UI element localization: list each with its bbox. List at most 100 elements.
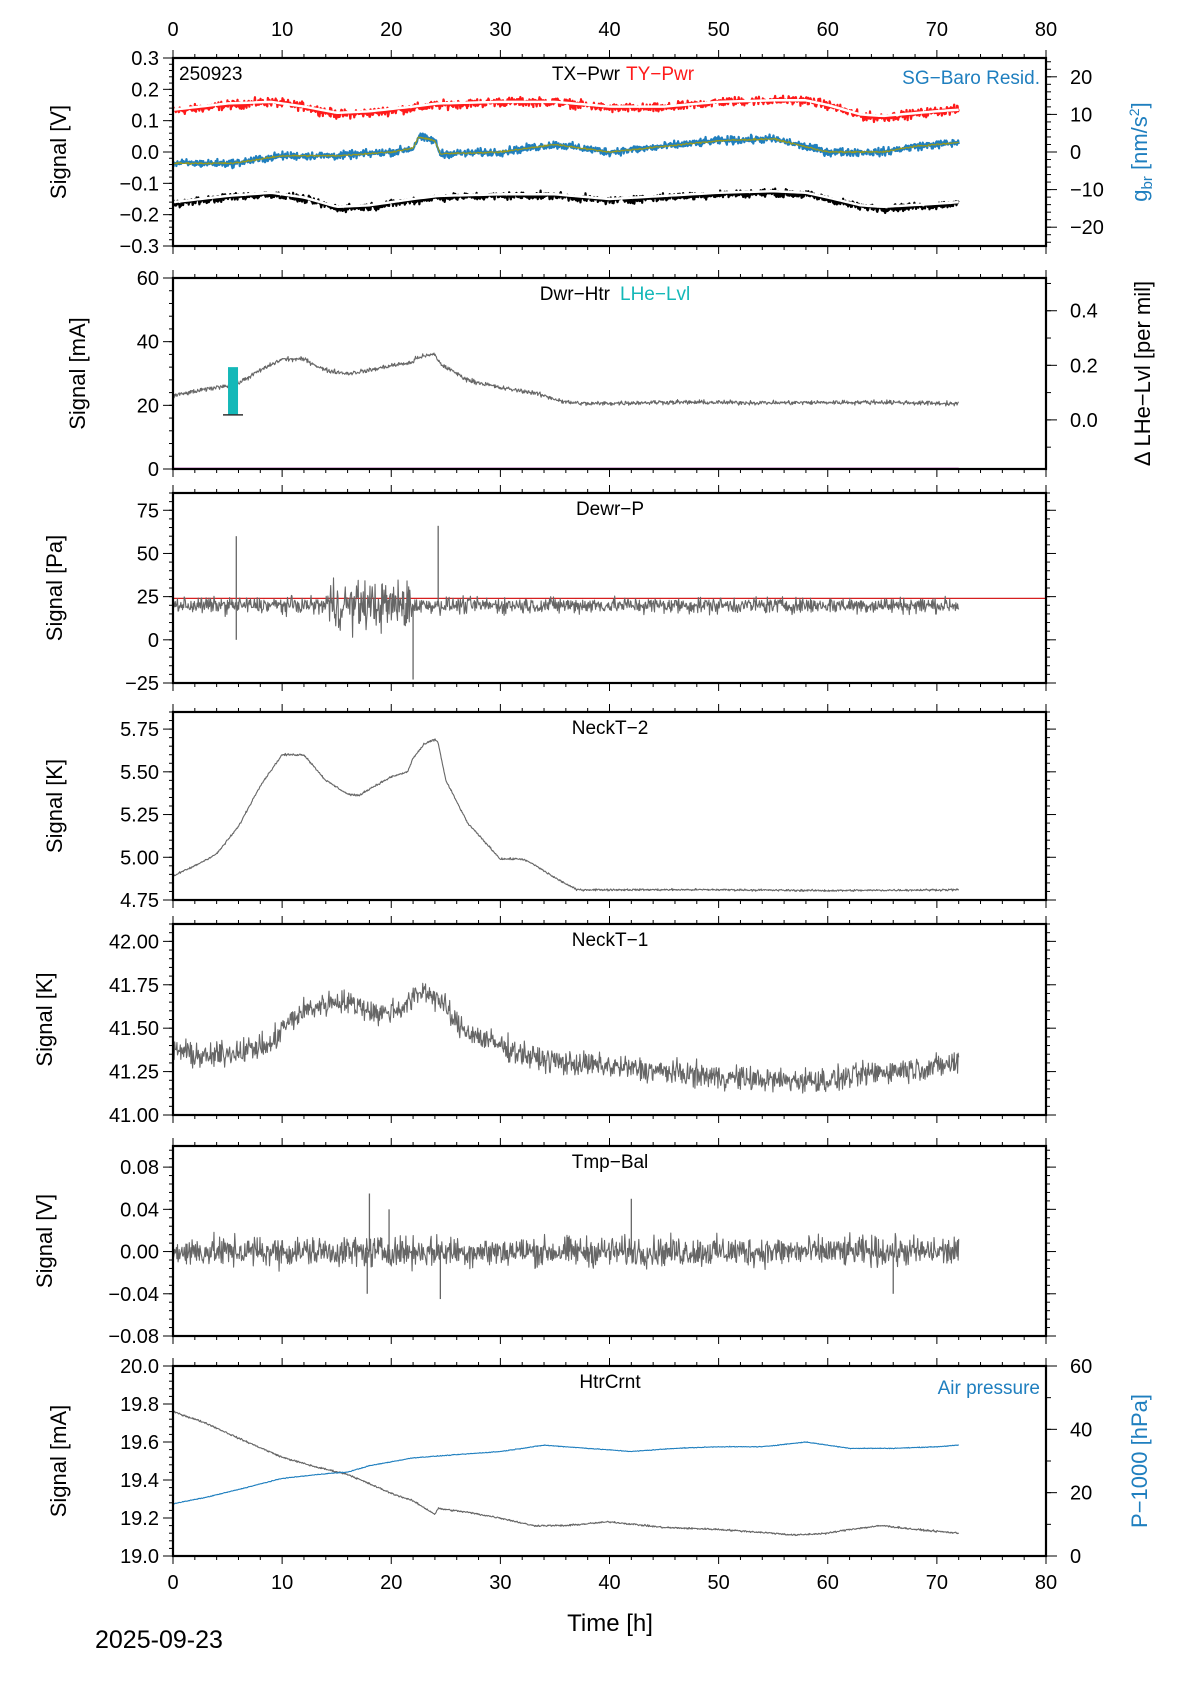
y-axis-label: Signal [V] — [46, 105, 71, 199]
x-tick-label-top: 50 — [708, 19, 730, 41]
y-right-tick-label: 10 — [1070, 104, 1092, 126]
y-tick-label: 0 — [148, 630, 159, 652]
plot-area — [173, 352, 959, 469]
legend-dwr-htr: Dwr−Htr — [540, 284, 611, 305]
y-tick-label: 0.04 — [120, 1199, 159, 1221]
y-tick-label: 50 — [137, 543, 159, 565]
plot-frame — [171, 922, 1048, 1117]
y-tick-label: 41.50 — [109, 1018, 159, 1040]
y-tick-label: 19.0 — [120, 1546, 159, 1568]
series-dewr-p — [173, 577, 960, 638]
y-right-tick-label: 0 — [1070, 1546, 1081, 1568]
series-sg-baro-resid- — [173, 132, 960, 170]
legend-lhe-lvl: LHe−Lvl — [620, 284, 690, 305]
y-tick-label: 40 — [137, 332, 159, 354]
x-tick-label: 30 — [489, 1572, 511, 1594]
plot-area — [173, 525, 1046, 680]
y-tick-label: 0.0 — [131, 142, 159, 164]
plot-frame — [171, 276, 1048, 471]
x-tick-label: 60 — [817, 1572, 839, 1594]
panel-p3: 75 50 25 0 −25 Signal [Pa] Dewr−P — [42, 485, 1056, 695]
y-tick-label: 19.2 — [120, 1508, 159, 1530]
x-tick-label-top: 80 — [1035, 19, 1057, 41]
y-right-tick-label: 20 — [1070, 67, 1092, 89]
y-tick-label: 75 — [137, 500, 159, 522]
y-tick-label: −25 — [125, 673, 159, 695]
series-neckt-2 — [173, 738, 960, 893]
y-tick-label: 19.6 — [120, 1432, 159, 1454]
x-tick-label: 0 — [167, 1572, 178, 1594]
y-tick-label: −0.1 — [120, 173, 159, 195]
legend-ty-pwr: TY−Pwr — [626, 64, 695, 85]
panel-p1: 0.3 0.2 0.1 0.0 −0.1 −0.2 −0.3 20 10 0 −10 −20 Signa… — [46, 19, 1156, 258]
y-right-axis-label: Δ LHe−Lvl [per mil] — [1130, 281, 1155, 466]
y-axis-label: Signal [mA] — [65, 317, 90, 430]
y-right-tick-label: 0.0 — [1070, 410, 1098, 432]
y-tick-label: 5.75 — [120, 719, 159, 741]
legend-htrcrnt: HtrCrnt — [579, 1372, 641, 1393]
x-tick-label: 40 — [598, 1572, 620, 1594]
y-tick-label: 0.3 — [131, 48, 159, 70]
x-tick-label-top: 0 — [167, 19, 178, 41]
x-tick-label-top: 20 — [380, 19, 402, 41]
y-tick-label: −0.2 — [120, 205, 159, 227]
y-right-tick-label: 0.2 — [1070, 355, 1098, 377]
series-dwr-htr — [173, 352, 959, 407]
panel-title: NeckT−2 — [572, 718, 649, 739]
y-tick-label: 20 — [137, 395, 159, 417]
series-air-pressure — [173, 1441, 960, 1505]
y-axis-label: Signal [K] — [32, 972, 57, 1066]
x-tick-label-top: 10 — [271, 19, 293, 41]
x-tick-label: 70 — [926, 1572, 948, 1594]
y-right-tick-label: 60 — [1070, 1356, 1092, 1378]
x-tick-label-top: 30 — [489, 19, 511, 41]
y-tick-label: 4.75 — [120, 890, 159, 912]
plot-frame — [171, 1364, 1048, 1558]
lhe-level-bar — [228, 367, 239, 415]
y-axis-label: Signal [V] — [32, 1194, 57, 1288]
y-tick-label: 5.00 — [120, 847, 159, 869]
y-tick-label: 41.75 — [109, 975, 159, 997]
x-tick-label: 50 — [708, 1572, 730, 1594]
y-tick-label: 41.00 — [109, 1105, 159, 1127]
y-tick-label: −0.08 — [108, 1326, 159, 1348]
plot-area — [173, 982, 960, 1094]
y-right-tick-label: 20 — [1070, 1483, 1092, 1505]
y-right-tick-label: 40 — [1070, 1419, 1092, 1441]
legend-tx-pwr: TX−Pwr — [552, 64, 621, 85]
series-sg-baro-fit — [173, 136, 960, 165]
plot-area — [173, 738, 960, 893]
series-ty-pwr-fit — [173, 99, 959, 118]
panel-title: Tmp−Bal — [572, 1152, 649, 1173]
y-tick-label: 20.0 — [120, 1356, 159, 1378]
x-tick-label-top: 70 — [926, 19, 948, 41]
y-right-tick-label: −20 — [1070, 217, 1104, 239]
y-right-axis-label: P−1000 [hPa] — [1127, 1394, 1152, 1528]
plot-area — [173, 1193, 960, 1300]
y-tick-label: 60 — [137, 268, 159, 290]
y-tick-label: 5.25 — [120, 805, 159, 827]
panel-title: Dewr−P — [576, 499, 644, 520]
plot-frame — [171, 1144, 1048, 1338]
date-label: 2025-09-23 — [95, 1626, 223, 1654]
panel-p2: 60 40 20 0 0.4 0.2 0.0 Signal [mA] Δ LHe−Lvl [pe… — [65, 268, 1155, 481]
y-tick-label: −0.04 — [108, 1284, 159, 1306]
series-htrcrnt — [173, 1410, 960, 1537]
series-tx-pwr-fit — [173, 189, 959, 209]
y-tick-label: 42.00 — [109, 931, 159, 953]
x-tick-label: 10 — [271, 1572, 293, 1594]
panel-p4: 5.75 5.50 5.25 5.00 4.75 Signal [K] NeckT−2 — [42, 704, 1056, 912]
y-tick-label: −0.3 — [120, 236, 159, 258]
series-neckt-1 — [173, 982, 960, 1094]
y-tick-label: 0.2 — [131, 79, 159, 101]
y-tick-label: 41.25 — [109, 1062, 159, 1084]
y-right-tick-label: −10 — [1070, 180, 1104, 202]
x-axis-label: Time [h] — [567, 1610, 653, 1637]
x-tick-label-top: 60 — [817, 19, 839, 41]
y-tick-label: 19.4 — [120, 1470, 159, 1492]
panel-p6: 0.08 0.04 0.00 −0.04 −0.08 Signal [V] Tmp−Bal — [32, 1138, 1056, 1348]
plot-area — [173, 94, 960, 215]
panel-p7: 20.0 19.8 19.6 19.4 19.2 19.0 60 40 20 0 Signal [m… — [46, 1356, 1152, 1594]
y-tick-label: 0 — [148, 459, 159, 481]
y-tick-label: 5.50 — [120, 762, 159, 784]
